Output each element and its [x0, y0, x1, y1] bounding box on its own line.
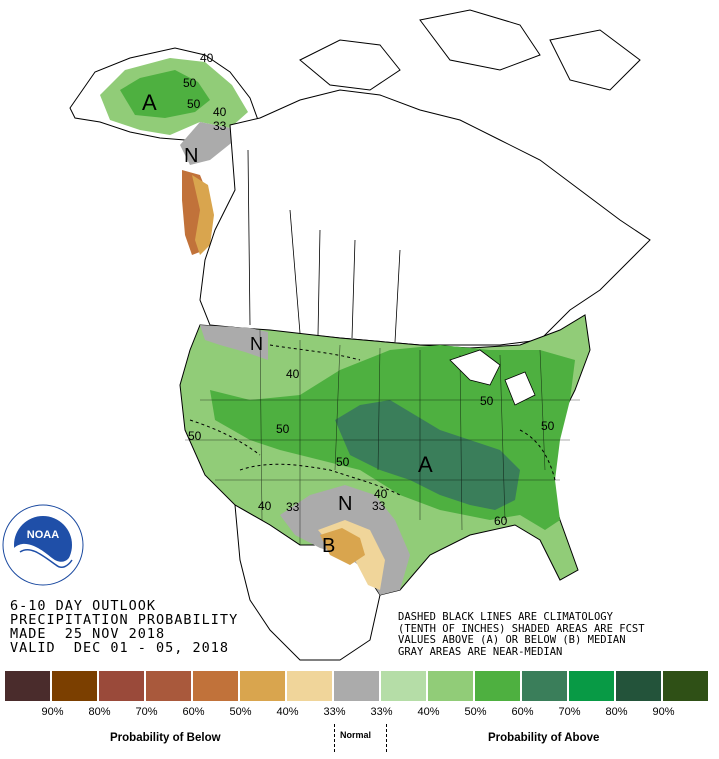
legend-labels: 90% 80% 70% 60% 50% 40% 33% 33% 40% 50% 60% 70% 80% 9…: [5, 706, 686, 718]
legend-swatch: [475, 671, 520, 701]
conus-contour-1: 40: [286, 367, 300, 381]
legend-swatch: [663, 671, 708, 701]
note-line-4: GRAY AREAS ARE NEAR-MEDIAN: [398, 645, 563, 658]
outlook-subtitle: PRECIPITATION PROBABILITY: [10, 612, 239, 628]
normal-caption: Normal: [340, 730, 372, 740]
province-lines: [247, 149, 401, 343]
legend-label: 33%: [370, 706, 393, 718]
legend-label: 33%: [323, 706, 346, 718]
legend-swatch: [99, 671, 144, 701]
normal-divider-left: [334, 724, 335, 752]
conus-contour-7: 33: [286, 500, 300, 514]
alaska-normal-label: N: [184, 145, 198, 167]
legend-label: 90%: [41, 706, 64, 718]
noaa-logo: NOAA: [2, 504, 84, 586]
conus-contour-11: 60: [494, 514, 508, 528]
pnw-normal-label: N: [250, 334, 263, 354]
conus-contour-5: 50: [480, 394, 494, 408]
arctic-islands: [299, 9, 641, 91]
conus-contour-8: 40: [374, 487, 388, 501]
note-line-3: VALUES ABOVE (A) OR BELOW (B) MEDIAN: [398, 634, 626, 646]
legend-swatch: [240, 671, 285, 701]
legend-swatch: [193, 671, 238, 701]
legend-swatch: [146, 671, 191, 701]
pnw-near-median: [200, 325, 268, 360]
conus-contour-4: 50: [336, 455, 350, 469]
legend-swatch: [5, 671, 50, 701]
alaska-contour-4: 40: [213, 105, 227, 119]
outlook-map: A 40 50 50 40 33 N N 40 50 50 50 50 40 3…: [2, 9, 651, 661]
above-caption: Probability of Above: [488, 732, 600, 744]
legend-label: 80%: [88, 706, 111, 718]
legend-label: 80%: [605, 706, 628, 718]
alaska-near-median: [180, 122, 235, 165]
legend-swatches: [5, 671, 708, 701]
valid-dates: VALID DEC 01 - 05, 2018: [10, 640, 230, 656]
note-line-1: DASHED BLACK LINES ARE CLIMATOLOGY: [398, 611, 613, 623]
legend-label: 70%: [135, 706, 158, 718]
legend-swatch: [522, 671, 567, 701]
legend-swatch: [616, 671, 661, 701]
canada-landmass: [199, 89, 651, 346]
normal-divider-right: [386, 724, 387, 752]
made-date: MADE 25 NOV 2018: [10, 626, 166, 642]
legend-label: 40%: [417, 706, 440, 718]
legend-swatch: [569, 671, 614, 701]
alaska-contour-2: 50: [183, 76, 197, 90]
conus-contour-3: 50: [276, 422, 290, 436]
legend-swatch: [334, 671, 379, 701]
outlook-title-block: 6-10 DAY OUTLOOK PRECIPITATION PROBABILI…: [10, 599, 238, 655]
conus-contour-10: 50: [541, 419, 555, 433]
legend-label: 90%: [652, 706, 675, 718]
legend-label: 50%: [229, 706, 252, 718]
panhandle-below-33: [192, 175, 214, 255]
noaa-logo-text: NOAA: [27, 529, 59, 541]
below-caption: Probability of Below: [110, 732, 221, 744]
legend-spacer: [5, 706, 28, 718]
note-line-2: (TENTH OF INCHES) SHADED AREAS ARE FCST: [398, 622, 645, 635]
alaska-above-50: [120, 70, 210, 118]
legend-swatch: [52, 671, 97, 701]
conus-above-label: A: [418, 452, 433, 477]
texas-normal-label: N: [338, 493, 352, 515]
conus-contour-6: 40: [258, 499, 272, 513]
texas-below-label: B: [322, 535, 335, 557]
texas-below-40: [320, 528, 365, 565]
legend-label: 70%: [558, 706, 581, 718]
great-lakes: [449, 349, 536, 406]
legend-swatch: [381, 671, 426, 701]
alaska-contour-5: 33: [213, 119, 227, 133]
legend-swatch: [287, 671, 332, 701]
alaska-contour-1: 40: [200, 51, 214, 65]
alaska-above-label: A: [142, 90, 157, 115]
legend-label: 60%: [182, 706, 205, 718]
map-notes: DASHED BLACK LINES ARE CLIMATOLOGY (TENT…: [398, 611, 645, 658]
legend-swatch: [428, 671, 473, 701]
climatology-lines: [189, 344, 556, 496]
outlook-title: 6-10 DAY OUTLOOK: [10, 598, 157, 614]
legend-label: 60%: [511, 706, 534, 718]
legend-label: 50%: [464, 706, 487, 718]
state-lines: [185, 329, 580, 545]
alaska-contour-3: 50: [187, 97, 201, 111]
conus-contour-2: 50: [188, 429, 202, 443]
conus-contour-9: 33: [372, 499, 386, 513]
conus-above-60: [335, 400, 520, 510]
legend-label: 40%: [276, 706, 299, 718]
